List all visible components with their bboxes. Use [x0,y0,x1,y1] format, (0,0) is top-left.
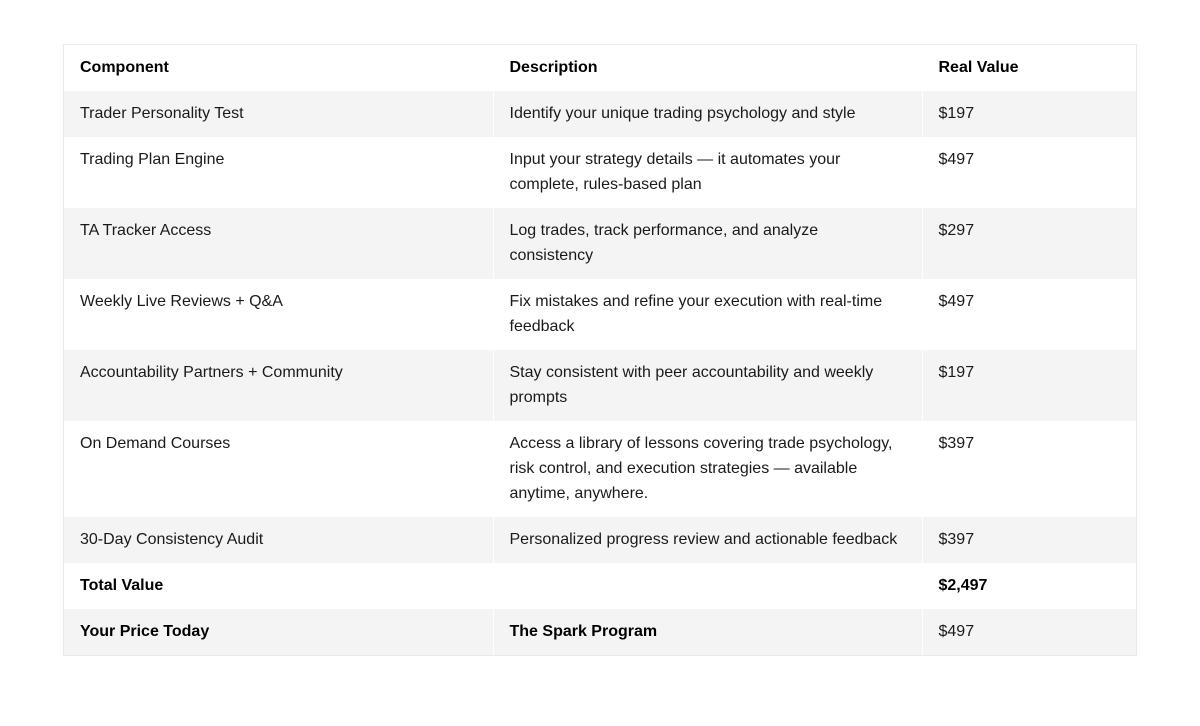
price-today-label: Your Price Today [64,609,493,655]
row-component: On Demand Courses [80,435,231,452]
table-row: TA Tracker Access Log trades, track perf… [64,208,1136,279]
total-value-row: Total Value $2,497 [64,563,1136,609]
price-today-row: Your Price Today The Spark Program $497 [64,609,1136,655]
row-value: $297 [921,208,1136,279]
table-row: On Demand Courses Access a library of le… [64,421,1136,517]
row-description: Personalized progress review and actiona… [492,517,922,563]
row-description: Stay consistent with peer accountability… [492,350,922,421]
row-component: Trading Plan Engine [80,151,225,168]
total-value-amount: $2,497 [921,563,1136,609]
row-component: 30-Day Consistency Audit [64,517,493,563]
table-row: Weekly Live Reviews + Q&A Fix mistakes a… [64,279,1136,350]
row-component: Weekly Live Reviews + Q&A [80,293,283,310]
row-description: Identify your unique trading psychology … [492,91,922,137]
table-row: Accountability Partners + Community Stay… [64,350,1136,421]
header-description: Description [492,45,922,91]
row-description: Input your strategy details — it automat… [492,137,922,208]
row-value: $497 [921,137,1136,208]
header-real-value: Real Value [921,45,1136,91]
price-today-amount: $497 [921,609,1136,655]
table-row: 30-Day Consistency Audit Personalized pr… [64,517,1136,563]
table-row: Trading Plan Engine Input your strategy … [64,137,1136,208]
total-value-description [492,563,922,609]
row-value: $397 [921,517,1136,563]
row-value: $197 [921,350,1136,421]
value-table: Component Description Real Value Trader … [64,45,1136,655]
program-name: The Spark Program [492,609,922,655]
table-header-row: Component Description Real Value [64,45,1136,91]
table-row: Trader Personality Test Identify your un… [64,91,1136,137]
row-component: Trader Personality Test [64,91,493,137]
row-component: Accountability Partners + Community [64,350,493,421]
row-value: $397 [921,421,1136,517]
row-description: Fix mistakes and refine your execution w… [492,279,922,350]
row-component: TA Tracker Access [64,208,493,279]
row-value: $197 [921,91,1136,137]
row-value: $497 [921,279,1136,350]
total-value-label: Total Value [80,577,164,594]
row-description: Access a library of lessons covering tra… [492,421,922,517]
value-table-container: Component Description Real Value Trader … [63,44,1137,656]
header-component: Component [80,59,169,76]
row-description: Log trades, track performance, and analy… [492,208,922,279]
